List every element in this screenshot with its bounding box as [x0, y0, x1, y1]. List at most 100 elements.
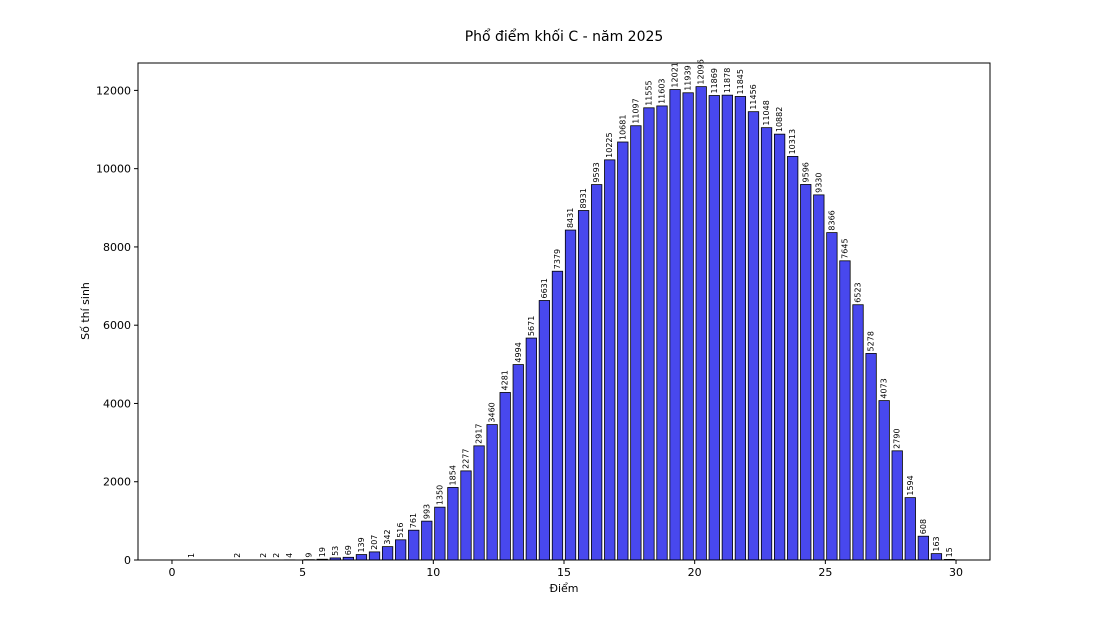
bar-value-label: 1	[187, 553, 196, 558]
bar	[422, 521, 432, 560]
bar	[722, 95, 732, 560]
bar	[500, 392, 510, 560]
bar	[918, 536, 928, 560]
bar-value-label: 207	[370, 535, 379, 550]
bar-value-label: 6523	[854, 282, 863, 302]
bar	[369, 552, 379, 560]
bar	[931, 554, 941, 560]
bar-value-label: 10225	[605, 132, 614, 157]
bar-value-label: 10882	[775, 107, 784, 132]
y-tick-label: 6000	[103, 319, 131, 332]
bar-value-label: 69	[344, 545, 353, 555]
bar	[827, 233, 837, 560]
bar-value-label: 11048	[762, 100, 771, 125]
x-tick-label: 0	[168, 566, 175, 579]
bar	[787, 156, 797, 560]
y-tick-label: 12000	[96, 84, 131, 97]
bar-value-label: 3460	[488, 402, 497, 422]
bar-value-label: 7645	[840, 238, 849, 258]
bar-value-label: 6631	[540, 278, 549, 298]
y-tick-label: 4000	[103, 397, 131, 410]
bar	[591, 185, 601, 560]
bar-value-label: 15	[945, 547, 954, 557]
bar	[448, 487, 458, 560]
y-tick-label: 2000	[103, 476, 131, 489]
bar	[631, 126, 641, 560]
bar	[461, 471, 471, 560]
y-tick-label: 0	[124, 554, 131, 567]
bar-value-label: 4994	[514, 342, 523, 362]
bars-group	[186, 87, 954, 560]
bar-value-label: 19	[318, 547, 327, 557]
bar	[657, 106, 667, 560]
bar-value-label: 9596	[801, 162, 810, 182]
x-axis-label: Điểm	[549, 582, 578, 595]
bar	[905, 498, 915, 560]
bar	[605, 160, 615, 560]
bar	[853, 305, 863, 560]
bar-value-label: 761	[409, 513, 418, 528]
bar	[526, 338, 536, 560]
bar-value-label: 11097	[631, 98, 640, 123]
bar-value-label: 1350	[435, 485, 444, 505]
x-tick-label: 5	[299, 566, 306, 579]
bar	[801, 184, 811, 560]
y-tick-label: 8000	[103, 241, 131, 254]
bar-value-label: 8431	[566, 208, 575, 228]
bar	[539, 301, 549, 561]
bar	[866, 353, 876, 560]
bar-value-label: 2	[259, 553, 268, 558]
bar-value-label: 53	[331, 546, 340, 556]
bar	[696, 87, 706, 560]
bar	[356, 555, 366, 560]
bar-value-label: 5278	[867, 331, 876, 351]
bar-value-label: 516	[396, 523, 405, 538]
bar-value-label: 7379	[553, 249, 562, 269]
bar-value-label: 2917	[475, 423, 484, 443]
x-tick-label: 10	[426, 566, 440, 579]
bar	[814, 195, 824, 560]
x-tick-label: 20	[688, 566, 702, 579]
bar-value-label: 9330	[814, 173, 823, 193]
y-tick-label: 10000	[96, 163, 131, 176]
bar	[395, 540, 405, 560]
bar	[683, 93, 693, 560]
bar-value-label: 9	[305, 553, 314, 558]
x-tick-label: 15	[557, 566, 571, 579]
bar	[474, 446, 484, 560]
bar	[644, 108, 654, 560]
chart-title: Phổ điểm khối C - năm 2025	[465, 28, 664, 45]
bar-value-label: 2	[272, 553, 281, 558]
bar	[748, 112, 758, 560]
bar-value-label: 342	[383, 529, 392, 544]
bar	[409, 530, 419, 560]
bar-value-label: 11603	[658, 78, 667, 103]
bar	[879, 401, 889, 560]
bar	[487, 425, 497, 560]
bar	[552, 271, 562, 560]
bar	[382, 547, 392, 560]
bar-value-label: 4	[285, 553, 294, 558]
bar	[709, 96, 719, 560]
bar-value-label: 1594	[906, 475, 915, 495]
bar	[735, 96, 745, 560]
bar	[892, 451, 902, 560]
bar-value-label: 11845	[736, 69, 745, 94]
bar-value-label: 8931	[579, 188, 588, 208]
y-axis-ticks: 0 2000 4000 6000 8000 10000 12000	[96, 84, 138, 567]
bar-value-label: 2	[233, 553, 242, 558]
bar-value-label: 5671	[527, 316, 536, 336]
bar-value-label: 10681	[618, 115, 627, 140]
bar	[618, 142, 628, 560]
bar-value-label: 11939	[684, 65, 693, 90]
bar-value-label: 163	[932, 536, 941, 551]
bar-value-label: 2790	[893, 428, 902, 448]
bar-value-label: 139	[357, 537, 366, 552]
bar-value-label: 4281	[501, 370, 510, 390]
y-axis-label: Số thí sinh	[79, 282, 92, 340]
bar-value-label: 4073	[880, 378, 889, 398]
bar-value-label: 11456	[749, 84, 758, 109]
